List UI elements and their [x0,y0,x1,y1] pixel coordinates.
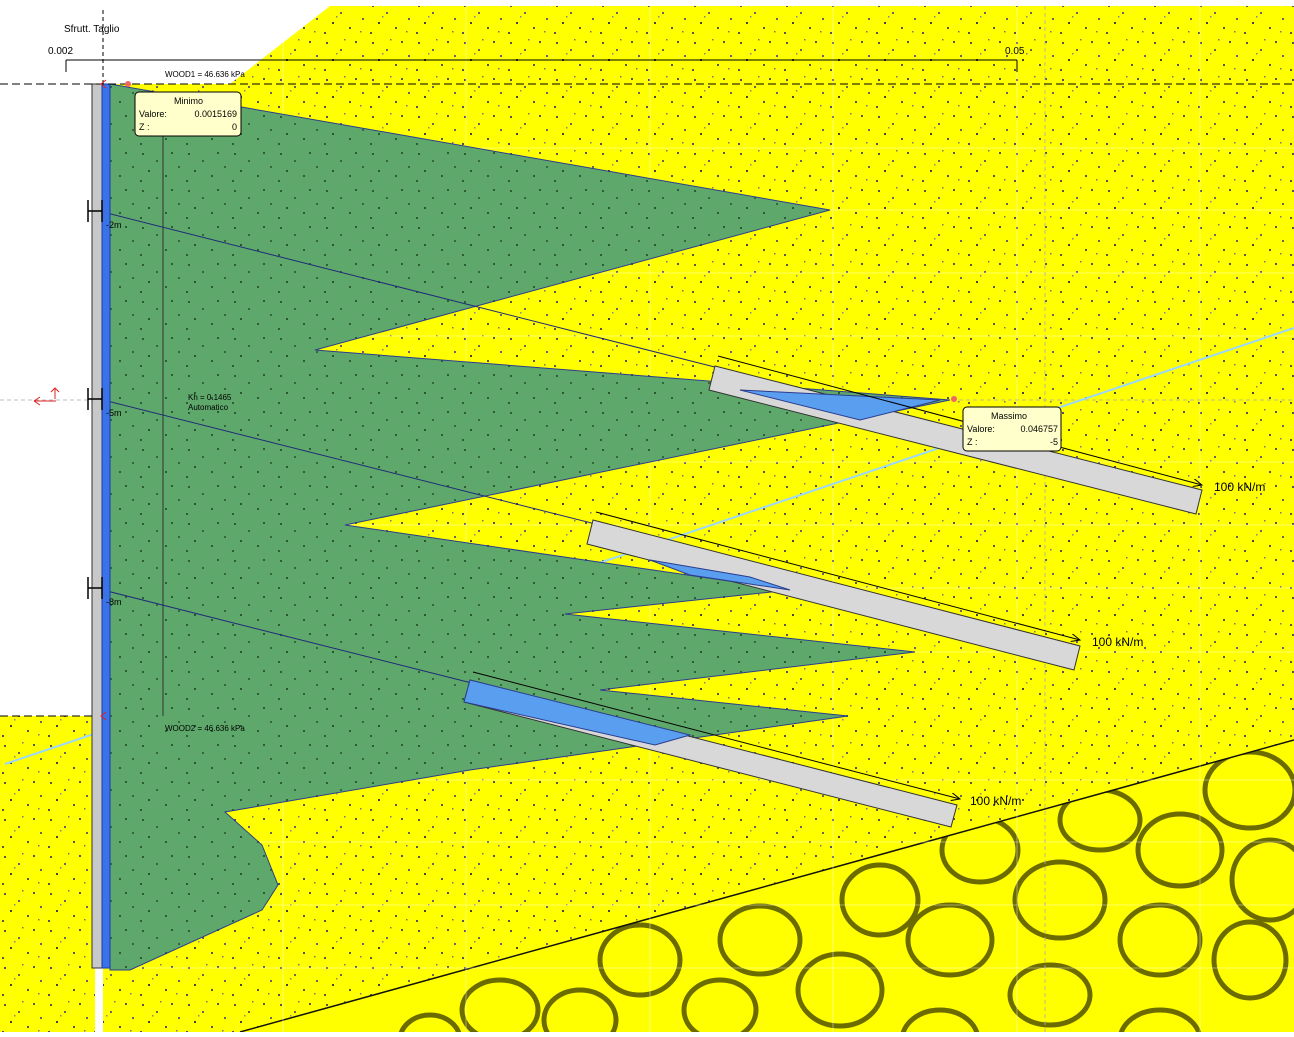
wall-face[interactable] [101,83,111,969]
minimum-marker [125,81,131,87]
depth-label: -5m [106,408,122,418]
maximum-value: 0.046757 [1020,424,1058,434]
wall-body[interactable] [91,83,103,969]
minimum-value: 0.0015169 [194,109,237,119]
header-title: Sfrutt. Taglio [64,24,120,35]
maximum-marker [951,396,957,402]
maximum-z-value: -5 [1050,437,1058,447]
minimum-value-label: Valore: [139,109,167,119]
seismic-arrow-icon [33,387,60,406]
layer-boundary [239,739,1294,1033]
maximum-value-label: Valore: [967,424,995,434]
depth-label: -2m [106,220,122,230]
force-arrow-2 [595,511,1080,640]
maximum-tooltip[interactable]: Massimo Valore: 0.046757 Z : -5 [962,406,1062,452]
shear-utilization-diagram[interactable] [109,83,951,971]
minimum-z-value: 0 [232,122,237,132]
waler-symbols [87,200,103,599]
maximum-z-label: Z : [967,437,978,447]
anchor-force-label: 100 kN/m [1214,480,1265,494]
anchor-bulb-1-highlight [739,389,941,421]
force-arrow-3 [472,671,960,799]
minimum-tooltip[interactable]: Minimo Valore: 0.0015169 Z : 0 [134,91,242,137]
load-label-top: WOOD1 = 46.636 kPa [165,70,245,79]
force-arrow-1 [717,355,1202,485]
scale-max-label: 0.05 [1005,46,1025,57]
seismic-coefficient: Kh = 0.1465 [188,393,232,402]
minimum-z-label: Z : [139,122,150,132]
seismic-mode: Automatico [188,403,229,412]
anchor-bulb-3-highlight [463,679,692,746]
load-label-bottom: WOOD2 = 46.636 kPa [165,724,245,733]
front-soil-layer [0,716,95,1032]
anchor-force-label: 100 kN/m [970,794,1021,808]
load-marker-icon [100,711,107,721]
scale-bar [65,10,1018,84]
load-marker-icon [100,79,107,89]
depth-label: -8m [106,597,122,607]
anchor-bulb-2[interactable] [586,519,1081,671]
anchors [102,211,1202,828]
anchor-force-label: 100 kN/m [1092,635,1143,649]
maximum-title: Massimo [991,411,1027,421]
scale-min-label: 0.002 [48,46,73,57]
anchor-bulb-2-highlight [649,559,791,591]
minimum-title: Minimo [174,96,203,106]
